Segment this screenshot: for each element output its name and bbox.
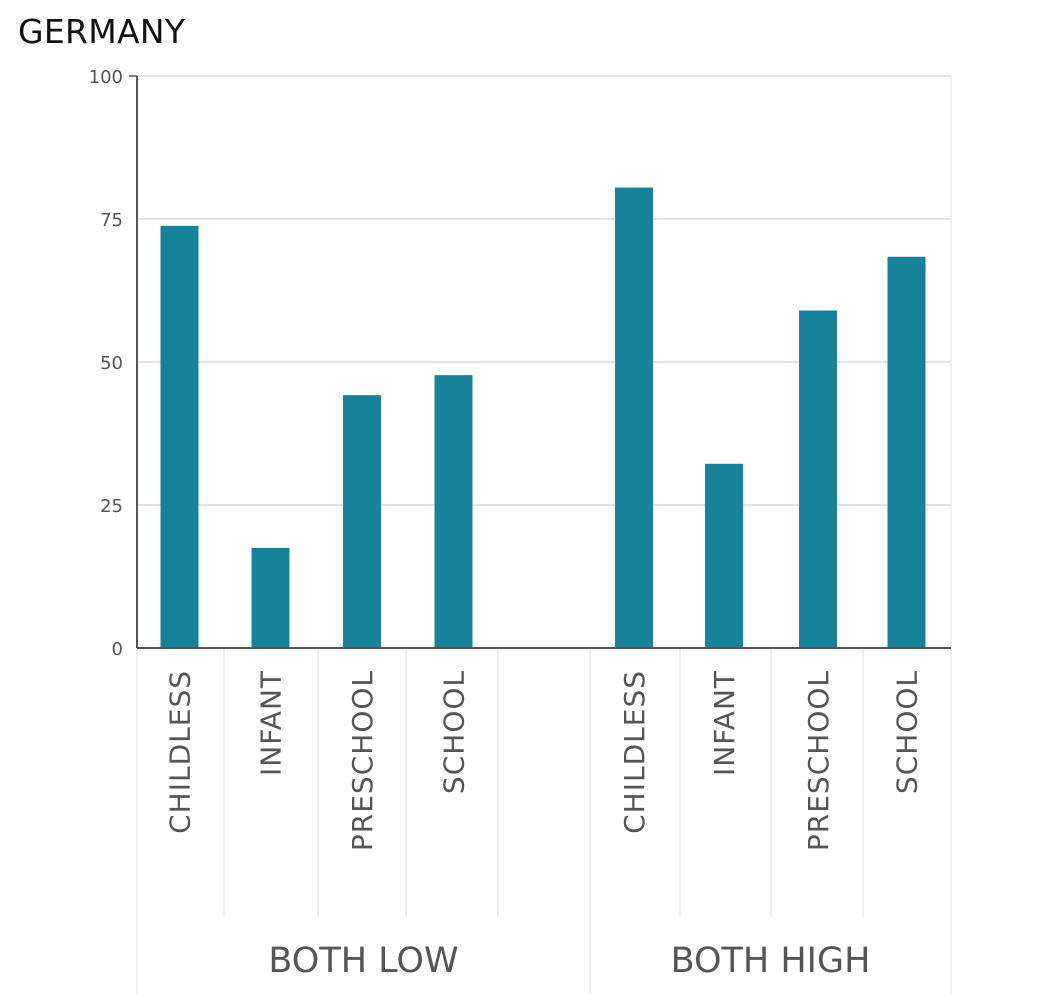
bar-both-low-infant bbox=[251, 547, 290, 648]
group-label: BOTH HIGH bbox=[671, 941, 871, 981]
bar-both-high-school bbox=[887, 256, 926, 648]
x-tick-label: INFANT bbox=[708, 670, 741, 776]
bar-both-low-childless bbox=[160, 225, 199, 648]
bars bbox=[160, 187, 926, 649]
x-tick-label: PRESCHOOL bbox=[802, 670, 835, 851]
group-label: BOTH LOW bbox=[268, 941, 458, 981]
y-tick-label: 75 bbox=[100, 210, 123, 231]
x-tick-label: SCHOOL bbox=[891, 670, 924, 794]
y-tick-label: 100 bbox=[89, 67, 123, 88]
axes bbox=[129, 75, 951, 649]
y-tick-label: 50 bbox=[100, 353, 123, 374]
x-tick-label: INFANT bbox=[255, 670, 288, 776]
x-tick-label: SCHOOL bbox=[438, 670, 471, 794]
chart-title: GERMANY bbox=[18, 12, 186, 51]
gridlines bbox=[136, 75, 952, 993]
y-tick-label: 0 bbox=[112, 639, 123, 660]
x-tick-label: CHILDLESS bbox=[164, 670, 197, 834]
y-tick-label: 25 bbox=[100, 496, 123, 517]
x-tick-label: CHILDLESS bbox=[618, 670, 651, 834]
axis-labels: 0 25 50 75 100 CHILDLESS INFANT PRESCHOOL SCHOOL… bbox=[89, 67, 924, 981]
bar-both-high-childless bbox=[615, 187, 653, 649]
bar-both-high-infant bbox=[705, 463, 743, 648]
bar-both-low-school bbox=[434, 375, 473, 648]
x-tick-label: PRESCHOOL bbox=[346, 670, 379, 851]
bar-both-high-preschool bbox=[799, 310, 837, 648]
bar-both-low-preschool bbox=[343, 395, 381, 648]
